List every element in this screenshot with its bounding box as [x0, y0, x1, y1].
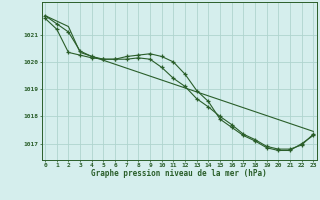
X-axis label: Graphe pression niveau de la mer (hPa): Graphe pression niveau de la mer (hPa): [91, 169, 267, 178]
